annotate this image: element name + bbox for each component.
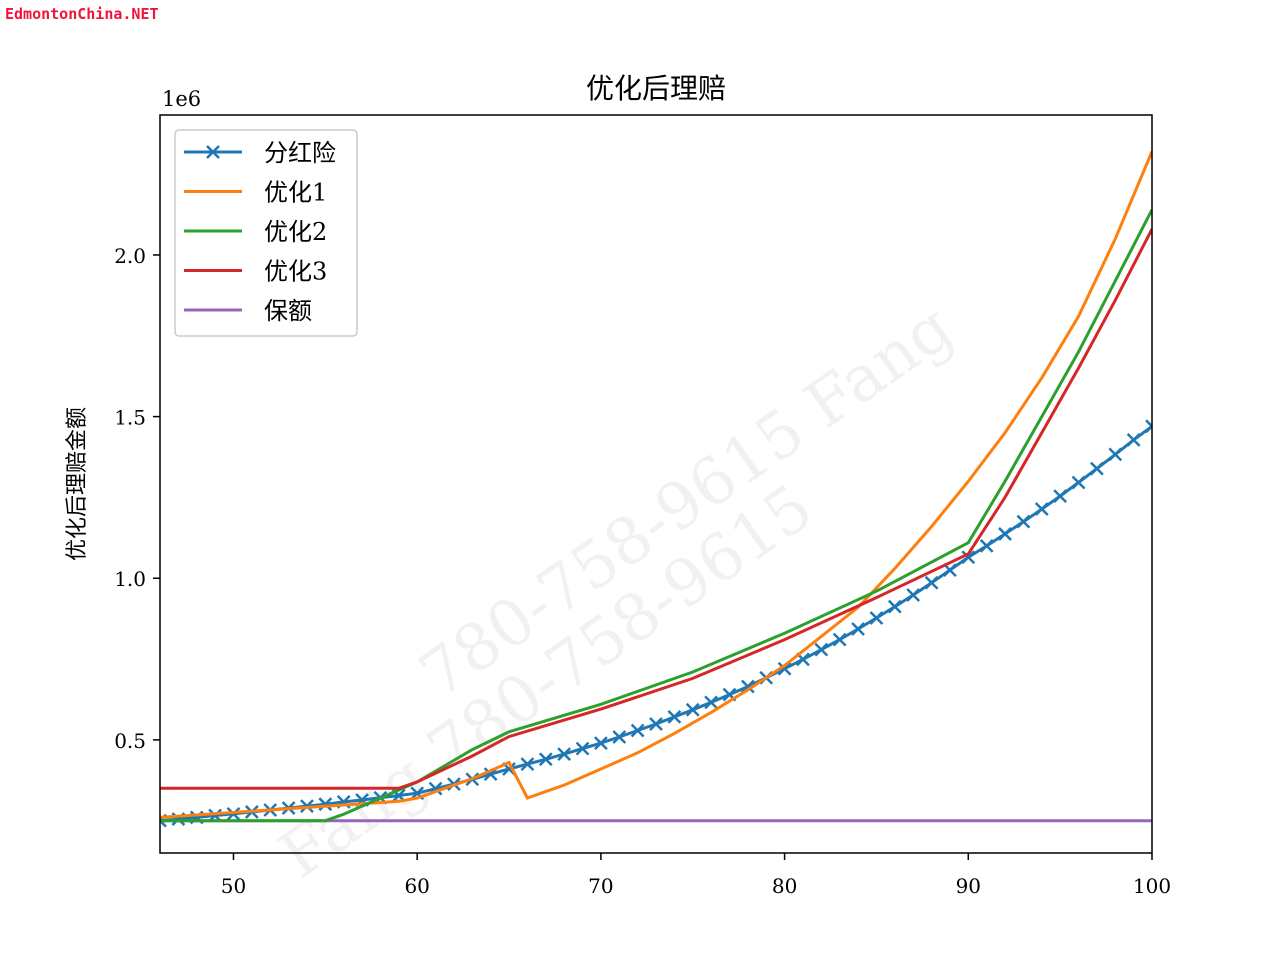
x-tick-label: 50 (221, 874, 246, 898)
legend-label: 优化1 (264, 179, 327, 207)
y-tick-label: 1.5 (114, 406, 146, 430)
data-point-marker (594, 736, 608, 750)
x-tick-label: 70 (588, 874, 613, 898)
data-point-marker (887, 599, 902, 614)
legend-label: 优化3 (264, 258, 327, 286)
data-point-marker (740, 679, 755, 694)
data-point-marker (961, 550, 976, 565)
legend-label: 保额 (264, 297, 312, 325)
data-point-marker (1034, 502, 1049, 516)
x-axis: 50 60 70 80 90 100 (221, 853, 1171, 898)
data-point-marker (1126, 432, 1141, 447)
data-point-marker (1016, 514, 1031, 529)
x-tick-label: 80 (772, 874, 797, 898)
legend-marker (206, 145, 220, 159)
data-point-marker (612, 730, 627, 744)
series-line-3 (160, 228, 1152, 790)
y-tick-label: 0.5 (114, 729, 146, 753)
data-point-marker (704, 695, 718, 710)
x-tick-label: 90 (956, 874, 981, 898)
axes-frame (159, 114, 1153, 854)
data-point-marker (667, 710, 682, 724)
x-tick-label: 60 (404, 874, 429, 898)
series-line-2 (160, 209, 1152, 823)
data-point-marker (575, 741, 590, 756)
y-tick-label: 1.0 (114, 567, 146, 591)
data-point-marker (1108, 447, 1123, 462)
chart-title: 优化后理赔 (586, 72, 726, 105)
data-point-marker (630, 723, 645, 738)
y-tick-label: 2.0 (114, 244, 146, 268)
y-axis: 0.5 1.0 1.5 2.0 (114, 244, 160, 753)
legend-box (174, 129, 358, 337)
x-tick-label: 100 (1133, 874, 1171, 898)
data-point-marker (906, 588, 921, 602)
legend-label: 优化2 (264, 218, 327, 246)
data-point-marker (557, 747, 572, 761)
data-point-marker (1053, 489, 1068, 504)
logo: EdmontonChina.NET (5, 5, 159, 23)
y-axis-label: 优化后理赔金额 (65, 407, 90, 561)
legend-label: 分红险 (264, 139, 336, 167)
data-point-marker (1071, 475, 1086, 490)
data-point-marker (851, 622, 865, 636)
data-point-marker (538, 752, 553, 767)
data-point-marker (832, 632, 847, 647)
series-line-1 (160, 150, 1152, 819)
plot-area (160, 150, 1152, 828)
data-point-marker (649, 717, 663, 731)
data-point-marker (520, 757, 535, 771)
data-point-marker (1090, 461, 1104, 476)
data-point-marker (777, 661, 792, 676)
data-point-marker (1145, 419, 1152, 434)
y-offset-label: 1e6 (162, 87, 201, 111)
data-point-marker (814, 642, 829, 657)
data-point-marker (869, 611, 884, 625)
data-point-marker (318, 797, 333, 812)
data-point-marker (685, 702, 700, 717)
data-point-marker (998, 527, 1012, 541)
watermark-text-2: 780-758-9615 Fang (407, 290, 966, 713)
data-point-marker (924, 575, 939, 590)
data-point-marker (979, 539, 994, 553)
